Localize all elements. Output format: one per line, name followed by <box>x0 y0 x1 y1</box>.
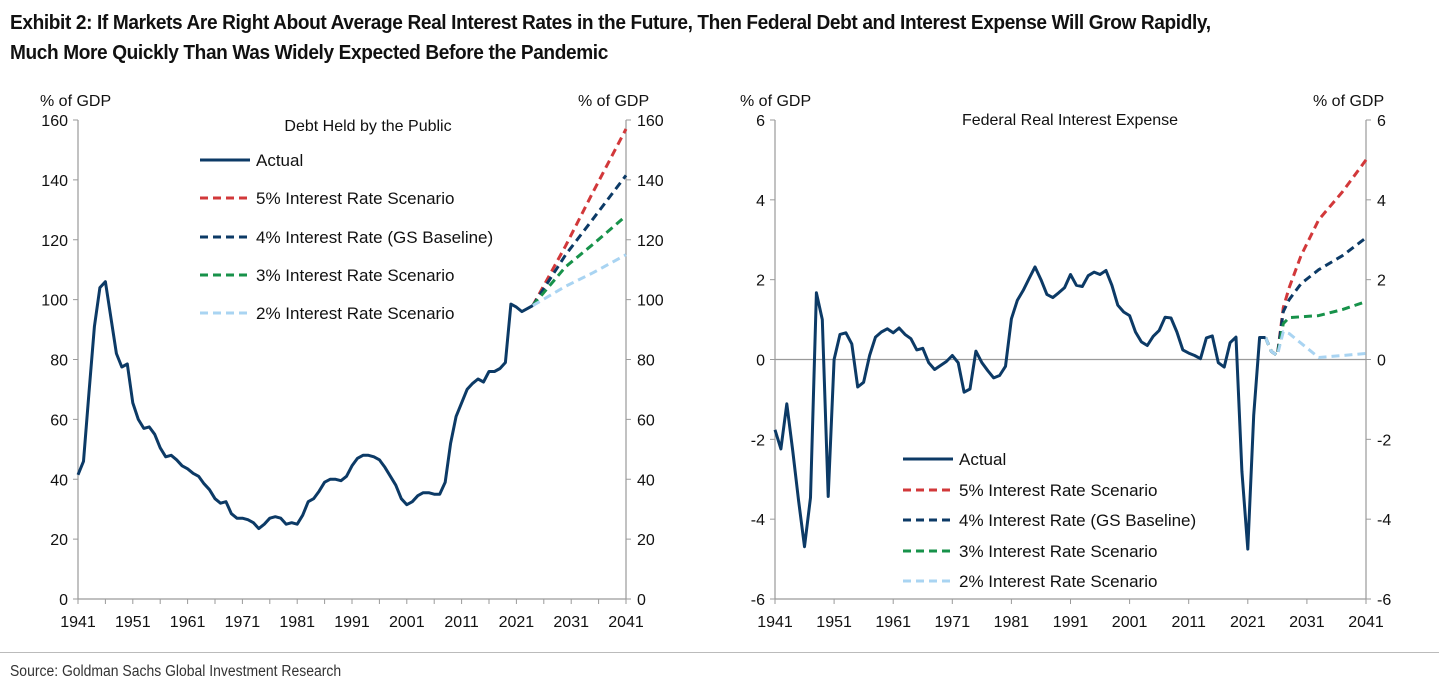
x-tick-label: 1941 <box>60 614 96 631</box>
exhibit-title-line-1: Exhibit 2: If Markets Are Right About Av… <box>10 11 1211 34</box>
x-tick-label: 2001 <box>389 614 425 631</box>
x-tick-label: 2001 <box>1112 614 1148 631</box>
y-tick-label-left: 6 <box>756 113 765 130</box>
chart-title: Debt Held by the Public <box>284 118 451 135</box>
x-tick-label: 1971 <box>935 614 971 631</box>
legend-label: 5% Interest Rate Scenario <box>959 481 1157 500</box>
source-note: Source: Goldman Sachs Global Investment … <box>10 663 342 680</box>
x-tick-label: 1951 <box>816 614 852 631</box>
series-line-4-interest-rate-gs-baseline- <box>531 174 628 307</box>
y-axis-label-right: % of GDP <box>578 93 649 110</box>
y-tick-label-right: 6 <box>1377 113 1386 130</box>
x-tick-label: 1961 <box>170 614 206 631</box>
y-tick-label-right: 4 <box>1377 193 1386 210</box>
chart-title: Federal Real Interest Expense <box>962 112 1178 129</box>
x-tick-label: 1991 <box>1053 614 1089 631</box>
x-tick-label: 1961 <box>875 614 911 631</box>
y-axis-label-left: % of GDP <box>740 93 811 110</box>
x-tick-label: 2011 <box>444 614 479 631</box>
x-tick-label: 1951 <box>115 614 151 631</box>
y-tick-label-left: -6 <box>751 592 765 609</box>
legend-label: Actual <box>256 151 303 170</box>
x-tick-label: 2011 <box>1171 614 1206 631</box>
y-tick-label-left: 2 <box>756 273 765 290</box>
y-tick-label-right: 0 <box>1377 353 1386 370</box>
y-tick-label-left: 20 <box>50 532 68 549</box>
y-tick-label-right: 2 <box>1377 273 1386 290</box>
legend-label: 2% Interest Rate Scenario <box>959 572 1157 591</box>
legend-label: 3% Interest Rate Scenario <box>959 542 1157 561</box>
y-tick-label-left: 120 <box>41 233 68 250</box>
legend-label: 2% Interest Rate Scenario <box>256 304 454 323</box>
y-tick-label-right: 160 <box>637 113 664 130</box>
legend-label: 5% Interest Rate Scenario <box>256 189 454 208</box>
x-tick-label: 2031 <box>553 614 589 631</box>
legend-label: 4% Interest Rate (GS Baseline) <box>959 511 1196 530</box>
series-line-5-interest-rate-scenario <box>1264 159 1368 357</box>
y-tick-label-left: -4 <box>751 512 765 529</box>
y-axis-label-left: % of GDP <box>40 93 111 110</box>
debt-chart: 0 0 20 20 40 40 60 60 80 80 100 100 120 120 140 140 160 1… <box>40 93 664 631</box>
exhibit-title: Exhibit 2: If Markets Are Right About Av… <box>10 8 1331 68</box>
y-tick-label-right: -4 <box>1377 512 1391 529</box>
legend-label: 3% Interest Rate Scenario <box>256 266 454 285</box>
y-tick-label-left: 4 <box>756 193 765 210</box>
y-tick-label-left: -2 <box>751 432 765 449</box>
y-tick-label-right: 120 <box>637 233 664 250</box>
y-tick-label-right: -6 <box>1377 592 1391 609</box>
series-line-actual <box>76 280 534 531</box>
y-tick-label-right: 40 <box>637 472 655 489</box>
series-line-3-interest-rate-scenario <box>531 214 627 307</box>
y-tick-label-left: 140 <box>41 173 68 190</box>
y-tick-label-left: 80 <box>50 353 68 370</box>
x-tick-label: 1981 <box>279 614 315 631</box>
x-tick-label: 1971 <box>225 614 261 631</box>
legend-label: 4% Interest Rate (GS Baseline) <box>256 228 493 247</box>
y-tick-label-right: 100 <box>637 293 664 310</box>
exhibit-title-line-2: Much More Quickly Than Was Widely Expect… <box>10 41 608 64</box>
y-tick-label-right: 0 <box>637 592 646 609</box>
divider <box>0 652 1439 653</box>
y-tick-label-right: 20 <box>637 532 655 549</box>
x-tick-label: 2041 <box>1348 614 1384 631</box>
x-tick-label: 1941 <box>757 614 793 631</box>
y-tick-label-left: 160 <box>41 113 68 130</box>
y-axis-label-right: % of GDP <box>1313 93 1384 110</box>
x-tick-label: 2031 <box>1289 614 1325 631</box>
series-line-actual <box>773 265 1266 551</box>
x-tick-label: 2041 <box>608 614 644 631</box>
y-tick-label-left: 0 <box>756 353 765 370</box>
x-tick-label: 1981 <box>994 614 1030 631</box>
y-tick-label-right: 140 <box>637 173 664 190</box>
series-line-2-interest-rate-scenario <box>1264 330 1367 359</box>
legend-label: Actual <box>959 450 1006 469</box>
y-tick-label-left: 0 <box>59 592 68 609</box>
y-tick-label-left: 40 <box>50 472 68 489</box>
series-line-2-interest-rate-scenario <box>532 253 627 307</box>
y-tick-label-left: 60 <box>50 412 68 429</box>
x-tick-label: 2021 <box>499 614 535 631</box>
y-tick-label-right: -2 <box>1377 432 1391 449</box>
x-tick-label: 1991 <box>334 614 370 631</box>
x-tick-label: 2021 <box>1230 614 1266 631</box>
interest-expense-chart: -6 -6 -4 -4 -2 -2 0 0 2 2 4 4 6 6 1941 1951 1961 1971 1981… <box>740 93 1391 631</box>
y-tick-label-right: 80 <box>637 353 655 370</box>
y-tick-label-right: 60 <box>637 412 655 429</box>
series-line-5-interest-rate-scenario <box>531 128 628 307</box>
y-tick-label-left: 100 <box>41 293 68 310</box>
